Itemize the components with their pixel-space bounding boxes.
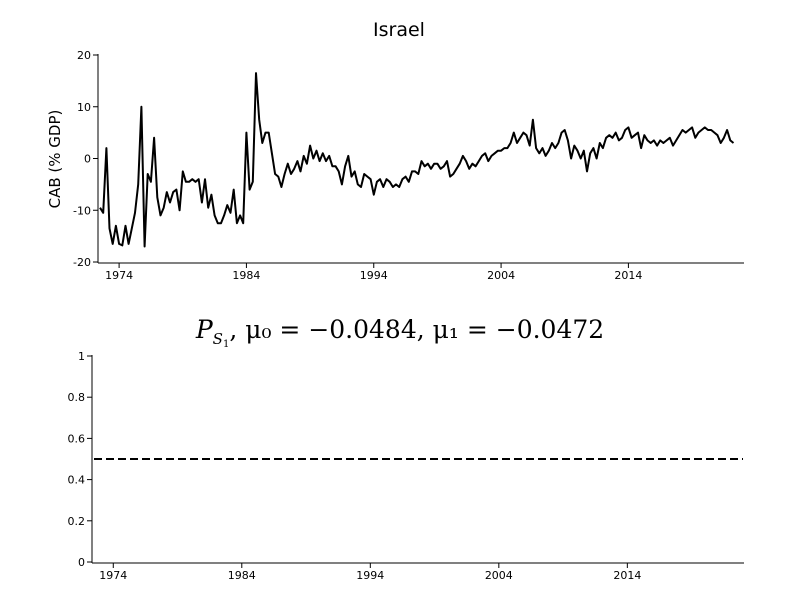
x-tick-label: 2004: [485, 569, 513, 582]
y-ticks: 0 0.2 0.4 0.6 0.8 1: [68, 350, 92, 569]
x-tick-label: 1984: [228, 569, 256, 582]
chart-title: Israel: [373, 19, 425, 41]
x-tick-label: 2014: [613, 569, 641, 582]
title-subscript-s: S: [213, 330, 223, 348]
probability-chart-title: PS1, μ₀ = −0.0484, μ₁ = −0.0472: [195, 315, 604, 350]
y-axis-label: CAB (% GDP): [46, 110, 64, 209]
y-tick-label: 0.8: [68, 391, 86, 404]
x-tick-label: 1984: [232, 269, 260, 282]
title-p-symbol: P: [195, 315, 214, 344]
cab-series-line: [99, 72, 735, 248]
y-ticks: -20 -10 0 10 20: [73, 49, 98, 269]
x-ticks: 1974 1984 1994 2004 2014: [105, 263, 642, 282]
probability-chart: PS1, μ₀ = −0.0484, μ₁ = −0.0472 00.20.40…: [68, 315, 744, 582]
y-tick-label: -20: [73, 256, 91, 269]
y-tick-label: 0: [84, 153, 91, 166]
x-tick-label: 1994: [356, 569, 384, 582]
x-tick-label: 1974: [99, 569, 127, 582]
y-tick-label: 0.4: [68, 474, 86, 487]
y-tick-label: -10: [73, 204, 91, 217]
y-tick-label: 20: [77, 49, 91, 62]
y-tick-label: 1: [78, 350, 85, 363]
title-parameters: , μ₀ = −0.0484, μ₁ = −0.0472: [229, 315, 604, 344]
x-tick-label: 2004: [487, 269, 515, 282]
y-tick-label: 0.6: [68, 432, 86, 445]
x-tick-label: 1994: [360, 269, 388, 282]
x-ticks: 1974 1984 1994 2004 2014: [99, 563, 641, 582]
title-subscript-1: 1: [223, 339, 229, 350]
y-tick-label: 10: [77, 101, 91, 114]
x-tick-label: 1974: [105, 269, 133, 282]
y-tick-label: 0.2: [68, 515, 86, 528]
y-tick-label: 0: [78, 556, 85, 569]
x-tick-label: 2014: [614, 269, 642, 282]
